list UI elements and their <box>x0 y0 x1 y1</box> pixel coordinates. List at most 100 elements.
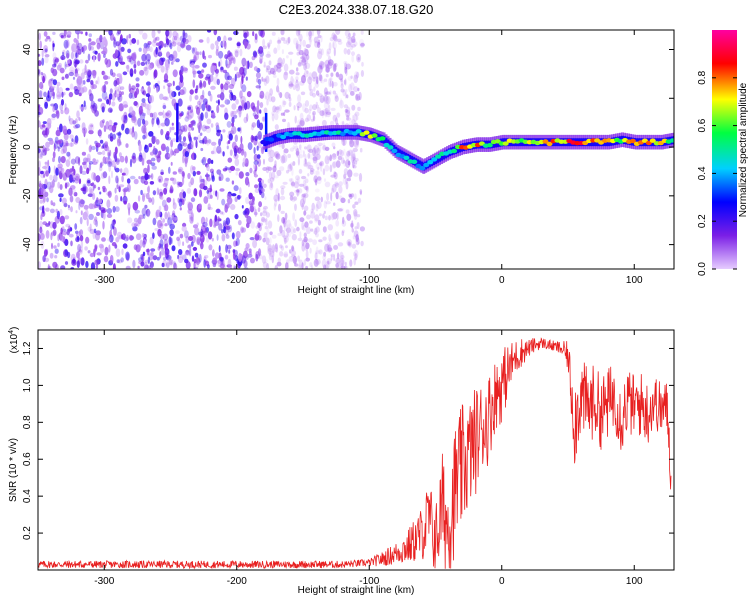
spectrogram-cell <box>177 143 183 152</box>
spectrogram-cell <box>92 192 96 200</box>
spectrogram-cell <box>277 192 280 202</box>
spectrogram-cell <box>80 72 85 80</box>
spectrogram-cell <box>315 90 320 96</box>
spectrogram-cell <box>101 237 106 242</box>
spectrogram-cell <box>320 65 323 69</box>
spectrogram-cell <box>159 251 162 259</box>
spectrogram-cell <box>335 160 341 168</box>
spectrogram-cell <box>280 112 284 116</box>
spectrogram-cell <box>350 223 354 228</box>
spectrogram-cell <box>74 156 80 164</box>
spectrogram-cell <box>171 122 174 126</box>
spectrogram-cell <box>352 32 356 37</box>
spectrogram-cell <box>282 181 288 185</box>
spectrogram-cell <box>335 233 340 240</box>
spectrogram-cell <box>129 175 136 180</box>
spectrogram-cell <box>75 118 78 124</box>
spectrogram-cell <box>179 233 184 239</box>
spectrogram-cell <box>117 138 121 147</box>
spectrogram-cell <box>90 100 96 109</box>
spectrogram-cell <box>142 213 146 219</box>
spectrogram-cell <box>42 121 47 125</box>
spectrogram-cell <box>278 90 280 96</box>
spectrogram-cell <box>310 210 316 219</box>
spectrogram-cell <box>345 178 348 185</box>
spectrogram-cell <box>303 73 306 78</box>
spectrogram-cell <box>180 65 186 73</box>
spectrogram-cell <box>305 185 309 191</box>
spectrogram-cell <box>311 30 314 37</box>
spectrogram-cell <box>329 164 333 173</box>
spectrogram-cell <box>267 220 273 229</box>
spectrogram-cell <box>282 216 286 225</box>
spectrogram-cell <box>207 105 212 112</box>
spectrogram-cell <box>192 79 196 88</box>
spectrogram-cell <box>310 208 314 214</box>
spectrogram-cell <box>208 54 212 59</box>
spectrogram-cell <box>336 38 342 42</box>
spectrogram-cell <box>343 172 347 179</box>
spectrogram-cell <box>269 231 273 236</box>
spectrogram-cell <box>322 168 326 176</box>
spectrogram-cell <box>68 118 74 125</box>
spectrogram-cell <box>80 210 83 216</box>
spectrogram-cell <box>218 176 222 182</box>
spectrogram-cell <box>113 39 117 48</box>
spectrogram-cell <box>265 68 269 73</box>
spectrogram-cell <box>326 51 330 57</box>
spectrogram-cell <box>44 147 47 156</box>
spectrogram-cell <box>178 168 182 173</box>
spectrogram-cell <box>214 252 220 259</box>
spectrogram-cell <box>84 246 88 251</box>
spectrogram-cell <box>309 247 312 254</box>
spectrogram-cell <box>221 198 226 206</box>
spectrogram-cell <box>292 255 297 264</box>
spectrogram-cell <box>211 175 215 182</box>
spectrogram-cell <box>324 215 328 221</box>
spectrogram-cell <box>198 189 203 198</box>
spectrogram-cell <box>323 251 327 257</box>
spectrogram-cell <box>263 232 268 240</box>
spectrogram-cell <box>151 117 155 125</box>
spectrogram-cell <box>246 91 252 98</box>
spectrogram-cell <box>302 103 307 113</box>
spectrogram-cell <box>328 78 331 88</box>
spectrogram-cell <box>233 266 237 269</box>
spectrogram-cell <box>234 158 240 167</box>
spectrogram-cell <box>75 197 81 203</box>
spectrogram-cell <box>214 214 218 222</box>
spectrogram-cell <box>308 72 313 81</box>
spectrogram-cell <box>142 118 146 125</box>
spectrogram-cell <box>250 257 255 264</box>
spectrogram-cell <box>179 207 182 211</box>
spectrogram-cell <box>182 67 188 72</box>
spectrogram-cell <box>133 178 139 185</box>
spectrogram-cell <box>227 224 233 233</box>
spectrogram-cell <box>167 56 171 65</box>
spectrogram-cell <box>311 202 316 211</box>
spectrogram-cell <box>207 203 211 210</box>
spectrogram-cell <box>225 244 229 253</box>
colorbar-tick-label: 0.6 <box>697 118 708 132</box>
spectrogram-cell <box>196 135 202 142</box>
spectrogram-cell <box>348 33 351 38</box>
spectrogram-cell <box>269 67 275 75</box>
spectrogram-cell <box>55 167 59 176</box>
spectrogram-cell <box>304 153 307 161</box>
spectrogram-cell <box>202 62 207 68</box>
spectrogram-cell <box>133 217 139 223</box>
spectrogram-cell <box>296 44 302 52</box>
spectrogram-cell <box>38 120 41 128</box>
spectrogram-cell <box>296 51 301 56</box>
spectrogram-cell <box>340 197 346 204</box>
spectrogram-cell <box>88 145 92 153</box>
spectrogram-cell <box>59 67 65 74</box>
spectrogram-cell <box>345 209 350 214</box>
spectrogram-cell <box>193 258 197 264</box>
spectrogram-cell <box>224 227 229 236</box>
spectrogram-cell <box>193 188 198 197</box>
spectrogram-cell <box>89 93 94 102</box>
spectrogram-cell <box>103 255 109 263</box>
spectrogram-cell <box>303 192 309 199</box>
spectrogram-cell <box>323 142 326 150</box>
